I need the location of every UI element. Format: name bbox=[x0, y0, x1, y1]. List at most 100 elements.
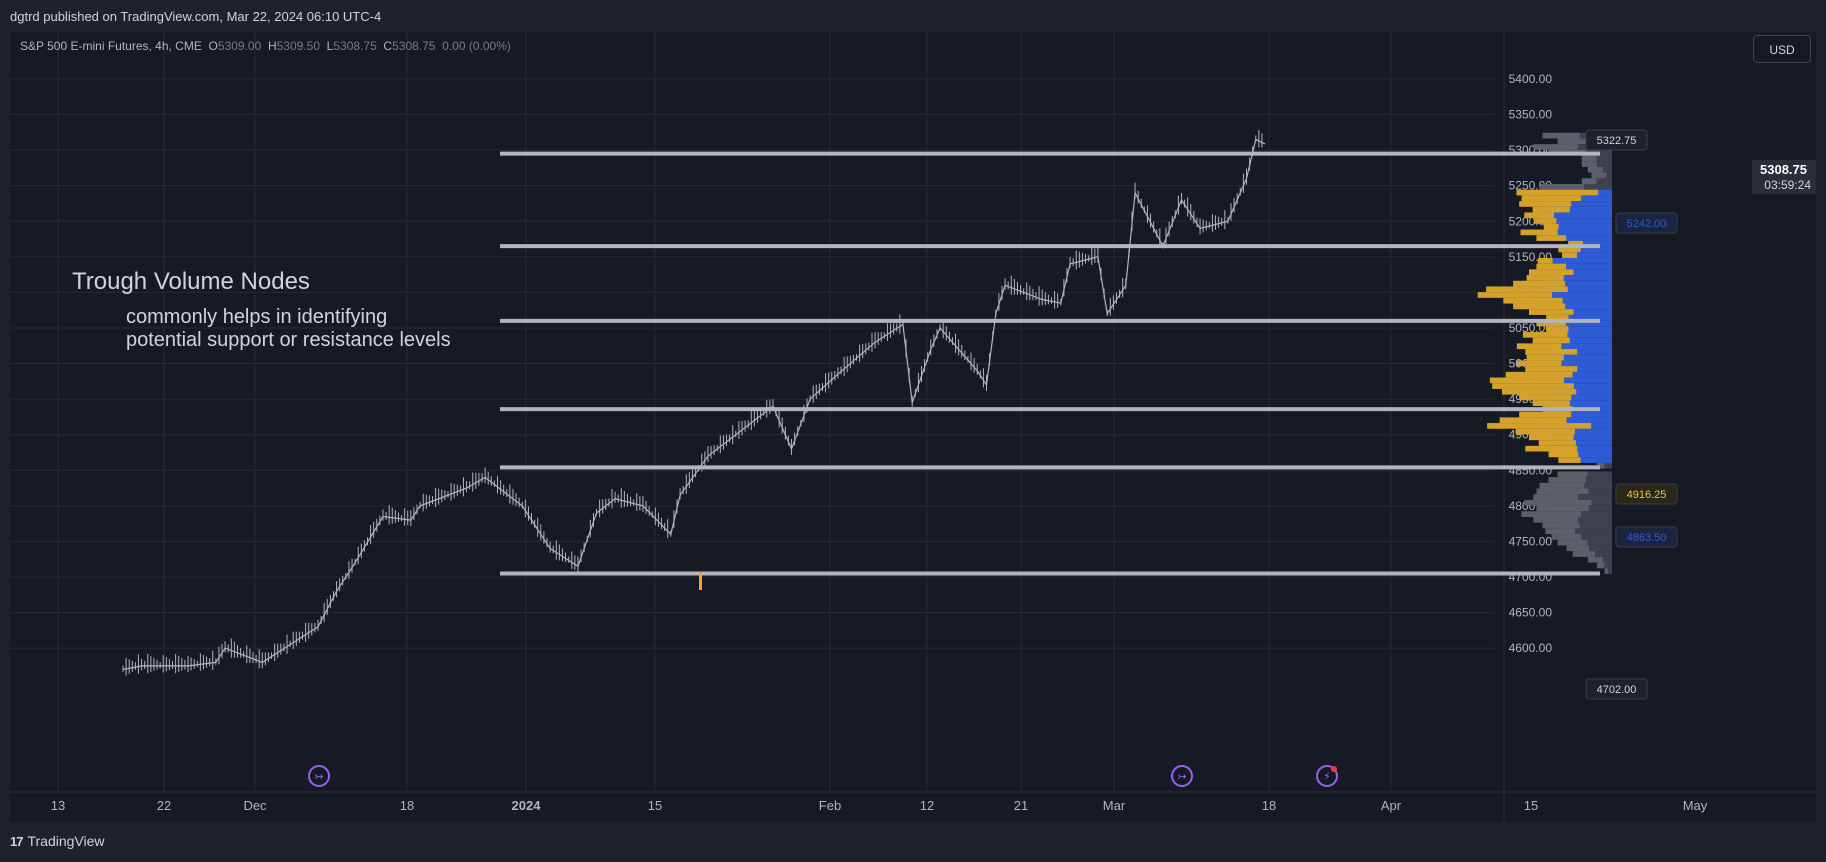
volume-profile-up-bar bbox=[1528, 434, 1574, 441]
volume-profile-up-bar bbox=[1486, 286, 1568, 293]
x-tick-label: Apr bbox=[1381, 798, 1402, 813]
volume-profile-up-bar bbox=[1519, 394, 1572, 401]
volume-profile-down-bar bbox=[1581, 551, 1612, 557]
volume-profile-down-bar bbox=[1551, 269, 1612, 276]
volume-profile-down-bar bbox=[1599, 562, 1612, 569]
volume-profile-down-bar bbox=[1533, 417, 1612, 424]
volume-profile-up-bar bbox=[1525, 366, 1578, 372]
volume-profile-up-bar bbox=[1537, 257, 1553, 264]
volume-profile-up-bar bbox=[1581, 178, 1597, 185]
volume-profile-down-bar bbox=[1551, 320, 1612, 327]
published-info: dgtrd published on TradingView.com, Mar … bbox=[10, 9, 382, 24]
volume-profile-up-bar bbox=[1519, 411, 1572, 418]
volume-profile-down-bar bbox=[1526, 286, 1612, 293]
close-label: C bbox=[383, 39, 393, 53]
volume-profile-down-bar bbox=[1593, 166, 1612, 173]
volume-profile-up-bar bbox=[1519, 201, 1572, 207]
volume-profile-down-bar bbox=[1605, 568, 1612, 574]
annotation-title: Trough Volume Nodes bbox=[72, 268, 310, 295]
volume-profile-up-bar bbox=[1548, 451, 1579, 458]
symbol-name[interactable]: S&P 500 E-mini Futures, 4h, CME bbox=[20, 39, 202, 53]
volume-profile-down-bar bbox=[1557, 440, 1612, 446]
tradingview-brand: TradingView bbox=[27, 833, 105, 849]
volume-profile-up-bar bbox=[1499, 417, 1567, 424]
dividend-event-icon bbox=[308, 765, 330, 787]
profile-low-label: 4702.00 bbox=[1597, 684, 1637, 696]
volume-profile-up-bar bbox=[1557, 539, 1588, 546]
volume-profile-up-bar bbox=[1532, 400, 1570, 406]
volume-profile-up-bar bbox=[1542, 132, 1580, 139]
volume-profile-down-bar bbox=[1587, 155, 1612, 162]
volume-profile-up-bar bbox=[1546, 326, 1569, 332]
volume-profile-down-bar bbox=[1545, 411, 1612, 418]
volume-profile-down-bar bbox=[1539, 229, 1612, 236]
volume-profile-down-bar bbox=[1539, 343, 1612, 350]
volume-profile-down-bar bbox=[1569, 539, 1612, 546]
y-tick-label: 4850.00 bbox=[1509, 463, 1553, 477]
volume-profile-up-bar bbox=[1591, 172, 1607, 179]
countdown-label: 03:59:24 bbox=[1764, 178, 1811, 192]
volume-profile-down-bar bbox=[1557, 314, 1612, 321]
volume-profile-up-bar bbox=[1489, 377, 1565, 384]
volume-profile-down-bar bbox=[1545, 428, 1612, 435]
volume-profile-down-bar bbox=[1539, 360, 1612, 367]
dividend-event-icon-glyph: ↣ bbox=[1177, 770, 1186, 783]
y-tick-label: 4600.00 bbox=[1509, 641, 1553, 655]
volume-profile-down-bar bbox=[1545, 394, 1612, 401]
volume-profile-up-bar bbox=[1596, 562, 1605, 569]
volume-profile-down-bar bbox=[1551, 195, 1612, 202]
highlight-candle bbox=[699, 572, 702, 590]
volume-profile-down-bar bbox=[1569, 457, 1612, 463]
volume-profile-up-bar bbox=[1558, 246, 1581, 253]
volume-profile-up-bar bbox=[1521, 511, 1581, 517]
x-tick-label: Dec bbox=[243, 798, 267, 813]
change-value: 0.00 (0.00%) bbox=[442, 39, 511, 53]
earnings-event-icon-glyph: ⚡ bbox=[1323, 770, 1331, 783]
value-area-low-label-bg bbox=[1615, 526, 1678, 548]
volume-profile-down-bar bbox=[1539, 212, 1612, 219]
tradingview-logo[interactable]: 17 TradingView bbox=[10, 833, 105, 849]
volume-profile-down-bar bbox=[1514, 292, 1612, 298]
volume-profile-up-bar bbox=[1532, 337, 1570, 344]
volume-profile-up-bar bbox=[1528, 269, 1574, 276]
volume-profile-down-bar bbox=[1539, 280, 1612, 287]
last-price-label: 5308.75 bbox=[1760, 162, 1807, 177]
x-tick-label: 22 bbox=[157, 798, 171, 813]
volume-profile-down-bar bbox=[1551, 144, 1612, 150]
volume-profile-up-bar bbox=[1536, 488, 1589, 495]
x-tick-label: 12 bbox=[920, 798, 934, 813]
volume-profile-up-bar bbox=[1587, 166, 1603, 173]
volume-profile-up-bar bbox=[1536, 235, 1567, 241]
x-tick-label: 18 bbox=[1262, 798, 1276, 813]
volume-profile-up-bar bbox=[1596, 462, 1605, 469]
volume-profile-down-bar bbox=[1587, 161, 1612, 167]
currency-button[interactable]: USD bbox=[1753, 35, 1811, 63]
earnings-event-icon bbox=[1316, 765, 1338, 787]
volume-profile-down-bar bbox=[1545, 331, 1612, 338]
volume-profile-down-bar bbox=[1557, 528, 1612, 535]
volume-profile-up-bar bbox=[1538, 440, 1576, 446]
volume-profile-down-bar bbox=[1575, 545, 1612, 552]
volume-profile-down-bar bbox=[1557, 522, 1612, 529]
volume-profile-up-bar bbox=[1487, 423, 1592, 429]
profile-high-label: 5322.75 bbox=[1597, 135, 1637, 147]
volume-profile-up-bar bbox=[1516, 343, 1562, 350]
volume-profile-up-bar bbox=[1516, 360, 1562, 367]
volume-profile-up-bar bbox=[1525, 349, 1578, 355]
volume-profile-down-bar bbox=[1557, 482, 1612, 489]
volume-profile-up-bar bbox=[1536, 320, 1567, 327]
x-tick-label: 21 bbox=[1014, 798, 1028, 813]
volume-profile-up-bar bbox=[1539, 183, 1585, 190]
volume-profile-down-bar bbox=[1533, 297, 1612, 304]
volume-profile-down-bar bbox=[1539, 371, 1612, 378]
high-value: 5309.50 bbox=[276, 39, 320, 53]
volume-profile-up-bar bbox=[1521, 195, 1581, 202]
volume-profile-down-bar bbox=[1551, 263, 1612, 270]
volume-profile-up-bar bbox=[1513, 280, 1566, 287]
volume-profile-down-bar bbox=[1551, 349, 1612, 355]
annotation-line-2: potential support or resistance levels bbox=[126, 329, 451, 351]
footer-bar bbox=[0, 822, 1826, 862]
volume-profile-down-bar bbox=[1575, 240, 1612, 247]
volume-profile-down-bar bbox=[1551, 516, 1612, 523]
